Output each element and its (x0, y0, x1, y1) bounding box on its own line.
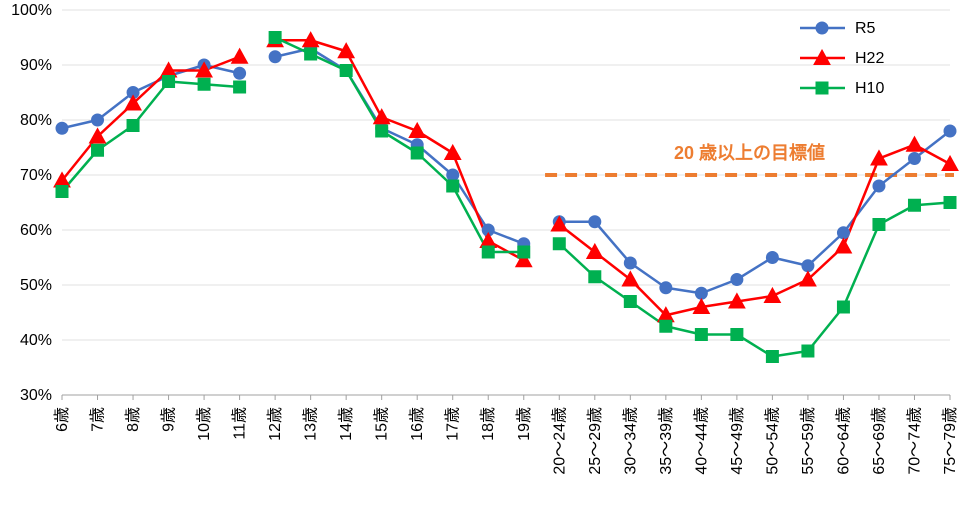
y-axis-label: 100% (11, 2, 52, 19)
chart-container: 30% 40% 50% 60% 70% 80% 90% 100% 6歳 7歳 8歳 9歳 10歳 11歳 1… (0, 0, 960, 510)
legend-label-H10: H10 (855, 80, 884, 97)
x-axis-label: 7歳 (89, 407, 107, 432)
legend-label-R5: R5 (855, 20, 876, 37)
x-axis-label: 15歳 (373, 407, 391, 441)
x-axis-label: 25～29歳 (586, 407, 604, 475)
x-axis-label: 75～79歳 (941, 407, 959, 475)
x-axis-label: 9歳 (160, 407, 178, 432)
x-axis-label: 70～74歳 (905, 407, 923, 475)
x-axis-label: 18歳 (479, 407, 497, 441)
x-axis-label: 14歳 (337, 407, 355, 441)
x-axis-label: 8歳 (124, 407, 142, 432)
x-axis-label: 65～69歳 (870, 407, 888, 475)
x-axis-label: 55～59歳 (799, 407, 817, 475)
x-axis-label: 20～24歳 (550, 407, 568, 475)
y-axis-label: 60% (20, 222, 52, 239)
legend-label-H22: H22 (855, 50, 884, 67)
x-axis-label: 6歳 (53, 407, 71, 432)
x-axis-label: 19歳 (515, 407, 533, 441)
x-axis-label: 45～49歳 (728, 407, 746, 475)
target-label: 20 歳以上の目標値 (674, 142, 825, 163)
y-axis-label: 90% (20, 57, 52, 74)
y-axis-label: 50% (20, 277, 52, 294)
x-axis-label: 12歳 (266, 407, 284, 441)
x-axis-label: 11歳 (231, 407, 249, 440)
x-axis-label: 10歳 (195, 407, 213, 441)
line-chart: 30% 40% 50% 60% 70% 80% 90% 100% 6歳 7歳 8歳 9歳 10歳 11歳 1… (0, 0, 960, 510)
y-axis-label: 30% (20, 387, 52, 404)
y-axis-label: 80% (20, 112, 52, 129)
y-axis-label: 70% (20, 167, 52, 184)
x-axis-label: 50～54歳 (763, 407, 781, 475)
x-axis-label: 35～39歳 (657, 407, 675, 475)
x-axis-label: 60～64歳 (834, 407, 852, 475)
x-axis-label: 16歳 (408, 407, 426, 441)
x-axis-label: 30～34歳 (621, 407, 639, 475)
x-axis-label: 17歳 (444, 407, 462, 441)
y-axis-label: 40% (20, 332, 52, 349)
x-axis-label: 40～44歳 (692, 407, 710, 475)
x-axis-label: 13歳 (302, 407, 320, 441)
